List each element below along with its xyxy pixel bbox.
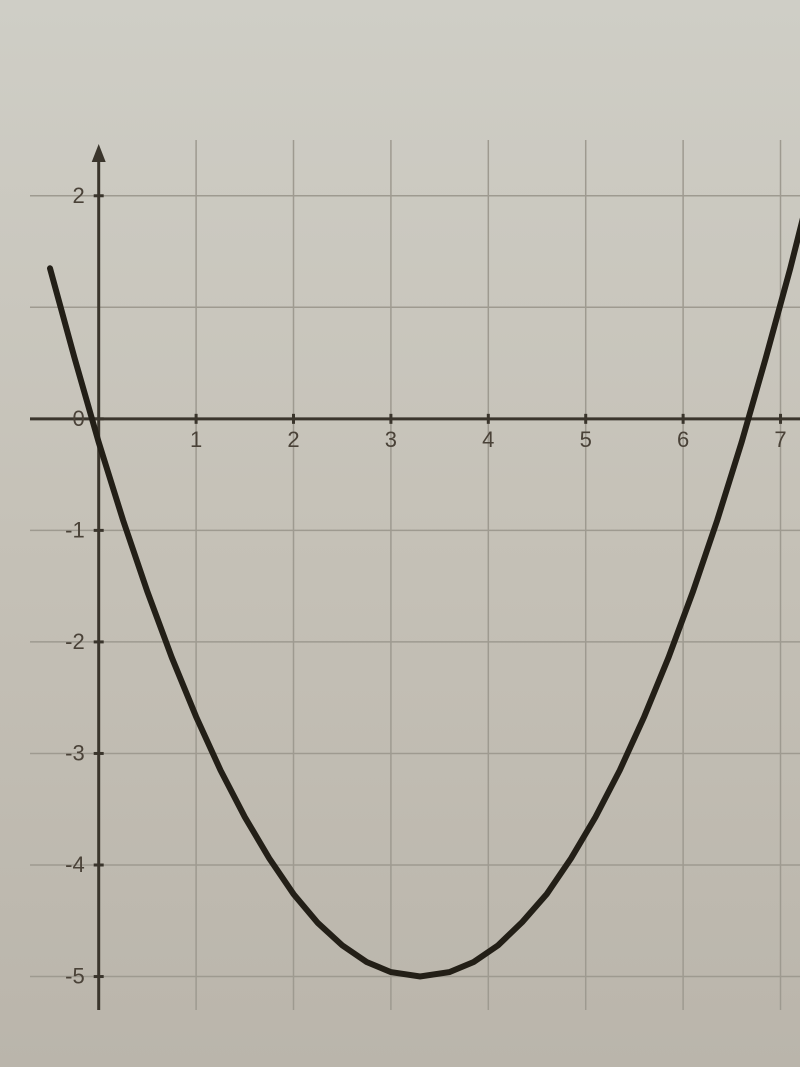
- svg-text:7: 7: [774, 427, 786, 452]
- chart-svg: 1 2 3 4 5 6 7 -5 -4 -3 -2 -1 0 2: [0, 140, 800, 1020]
- svg-text:2: 2: [287, 427, 299, 452]
- svg-text:-3: -3: [65, 740, 85, 765]
- svg-text:5: 5: [580, 427, 592, 452]
- svg-text:3: 3: [385, 427, 397, 452]
- svg-text:0: 0: [72, 406, 84, 431]
- grid-lines: [30, 140, 800, 1010]
- svg-text:4: 4: [482, 427, 494, 452]
- page: 1 2 3 4 5 6 7 -5 -4 -3 -2 -1 0 2: [0, 0, 800, 1067]
- svg-text:-4: -4: [65, 852, 85, 877]
- svg-text:2: 2: [72, 183, 84, 208]
- parabola-curve: [50, 140, 800, 976]
- svg-text:-2: -2: [65, 629, 85, 654]
- svg-text:6: 6: [677, 427, 689, 452]
- svg-text:-1: -1: [65, 517, 85, 542]
- tick-labels: 1 2 3 4 5 6 7 -5 -4 -3 -2 -1 0 2: [65, 183, 787, 989]
- parabola-chart: 1 2 3 4 5 6 7 -5 -4 -3 -2 -1 0 2: [0, 140, 800, 1020]
- svg-text:1: 1: [190, 427, 202, 452]
- svg-text:-5: -5: [65, 964, 85, 989]
